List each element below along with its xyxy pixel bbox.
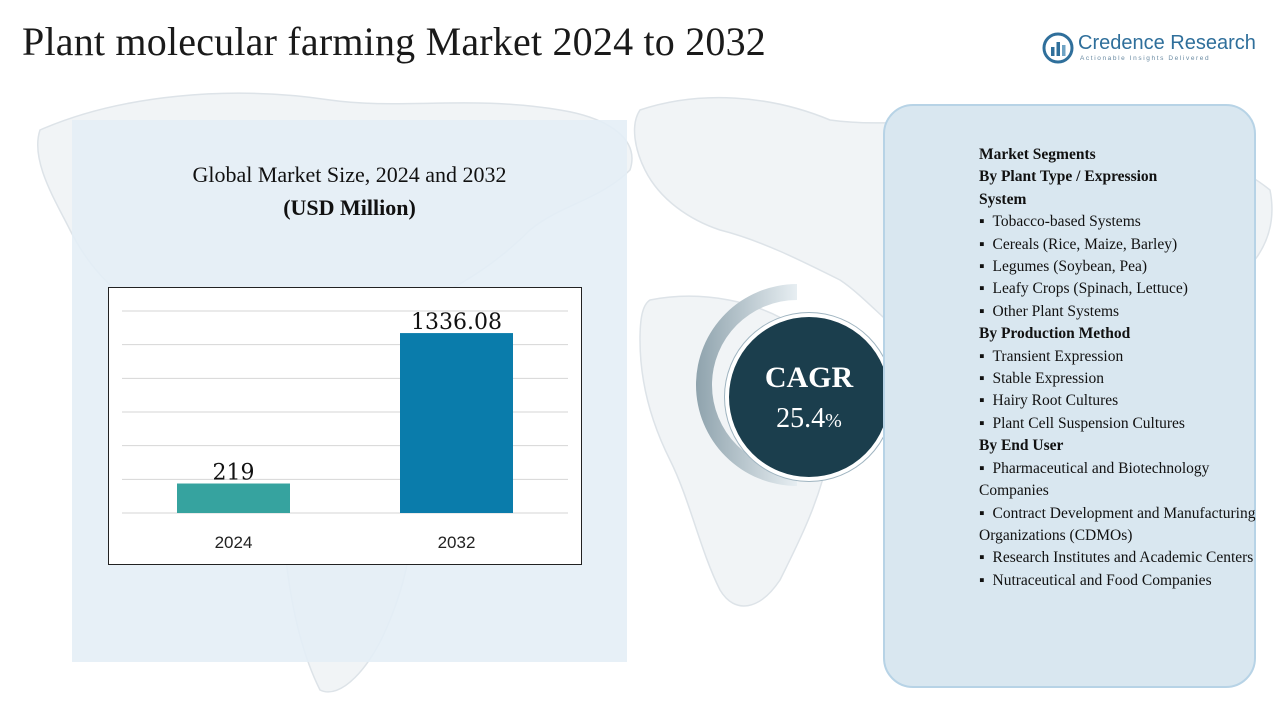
segment-heading: By Plant Type / Expression bbox=[979, 168, 1158, 186]
segment-item: Research Institutes and Academic Centers bbox=[979, 547, 1257, 569]
market-segments-list: Market Segments By Plant Type / Expressio… bbox=[979, 144, 1257, 592]
segment-item: Nutraceutical and Food Companies bbox=[979, 570, 1257, 592]
segment-item: Legumes (Soybean, Pea) bbox=[979, 256, 1257, 278]
segment-item: Hairy Root Cultures bbox=[979, 390, 1257, 412]
page-title: Plant molecular farming Market 2024 to 2… bbox=[22, 19, 766, 64]
bar-chart-logo-icon bbox=[1042, 32, 1074, 64]
segment-heading: By End User bbox=[979, 437, 1064, 455]
cagr-value: 25.4% bbox=[729, 403, 889, 435]
bar-2032 bbox=[400, 333, 513, 513]
segment-item: Transient Expression bbox=[979, 346, 1257, 368]
segment-item: Other Plant Systems bbox=[979, 301, 1257, 323]
segment-item: Plant Cell Suspension Cultures bbox=[979, 413, 1257, 435]
market-size-panel: Global Market Size, 2024 and 2032 (USD M… bbox=[72, 120, 627, 662]
bar-value-label: 219 bbox=[213, 461, 255, 486]
market-segments-panel: Market Segments By Plant Type / Expressio… bbox=[883, 104, 1256, 688]
cagr-unit: % bbox=[825, 410, 842, 432]
segment-heading: By Production Method bbox=[979, 325, 1131, 343]
x-tick-label: 2024 bbox=[215, 533, 253, 552]
segment-item: Pharmaceutical and Biotechnology Compani… bbox=[979, 458, 1257, 503]
segment-item: Tobacco-based Systems bbox=[979, 211, 1257, 233]
company-logo[interactable]: Credence Research Actionable Insights De… bbox=[1038, 30, 1258, 70]
cagr-badge: CAGR 25.4% bbox=[725, 313, 893, 481]
chart-title: Global Market Size, 2024 and 2032 bbox=[192, 162, 507, 187]
segment-heading: System bbox=[979, 190, 1027, 208]
segment-item: Cereals (Rice, Maize, Barley) bbox=[979, 234, 1257, 256]
logo-tagline: Actionable Insights Delivered bbox=[1080, 55, 1211, 62]
segment-item: Stable Expression bbox=[979, 368, 1257, 390]
chart-subtitle: (USD Million) bbox=[283, 195, 416, 220]
segment-item: Contract Development and Manufacturing O… bbox=[979, 503, 1257, 548]
cagr-label: CAGR bbox=[764, 361, 854, 394]
segment-item: Leafy Crops (Spinach, Lettuce) bbox=[979, 278, 1257, 300]
cagr-ring-decoration bbox=[696, 284, 797, 486]
segment-heading: Market Segments bbox=[979, 146, 1096, 163]
bar-value-label: 1336.08 bbox=[411, 310, 502, 335]
market-size-bar-chart: 219 2024 1336.08 2032 bbox=[108, 287, 582, 565]
x-tick-label: 2032 bbox=[438, 533, 476, 552]
bar-2024 bbox=[177, 483, 290, 513]
logo-name: Credence Research bbox=[1078, 32, 1256, 54]
cagr-number: 25.4 bbox=[776, 403, 826, 434]
